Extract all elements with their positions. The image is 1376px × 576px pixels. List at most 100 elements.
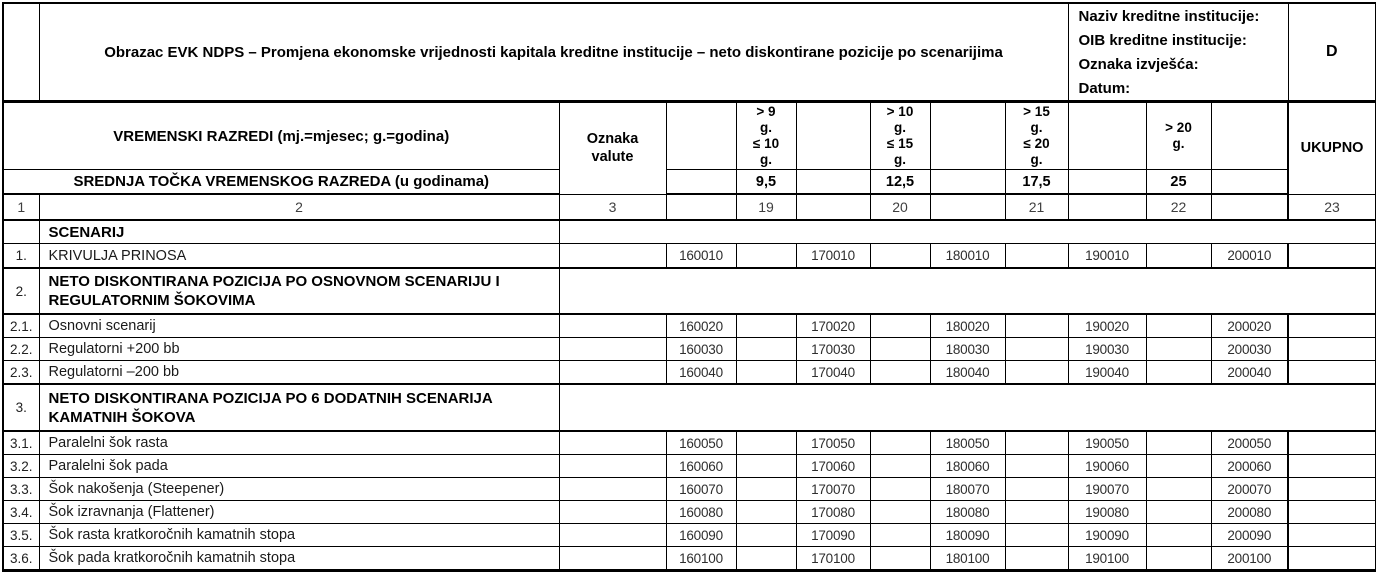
code-cell: 180060: [929, 454, 1006, 478]
code-cell: 190080: [1067, 500, 1147, 524]
code-cell: 180050: [929, 430, 1006, 455]
code-column-number-cell: [665, 193, 737, 221]
code-cell: 180010: [929, 243, 1006, 269]
total-value-cell: [1287, 477, 1376, 501]
report-code-label: Oznaka izvješća:: [1078, 56, 1199, 73]
code-column-header-cell: [1210, 101, 1289, 170]
total-value-cell: [1287, 546, 1376, 571]
value-cell: [1145, 477, 1212, 501]
code-cell: 170080: [795, 500, 871, 524]
code-cell: 160010: [665, 243, 737, 269]
value-cell: [869, 523, 931, 547]
value-cell: [1004, 546, 1069, 571]
row-number-cell: 3.6.: [2, 546, 40, 571]
value-cell: [735, 523, 797, 547]
form-title: Obrazac EVK NDPS – Promjena ekonomske vr…: [38, 2, 1069, 103]
code-cell: 200040: [1210, 360, 1289, 385]
band-midpoint-9-10: 9,5: [735, 169, 797, 195]
section-merged-cell: [558, 219, 1376, 244]
band-midpoint-15-20: 17,5: [1004, 169, 1069, 195]
column-number-21: 21: [1004, 193, 1069, 221]
value-cell: [1004, 337, 1069, 361]
value-cell: [869, 500, 931, 524]
value-cell: [869, 546, 931, 571]
currency-value-cell: [558, 243, 667, 269]
currency-value-cell: [558, 430, 667, 455]
value-cell: [1004, 500, 1069, 524]
currency-value-cell: [558, 477, 667, 501]
code-cell: 180080: [929, 500, 1006, 524]
code-cell: 190060: [1067, 454, 1147, 478]
code-cell: 170100: [795, 546, 871, 571]
row-number-cell: 3.3.: [2, 477, 40, 501]
value-cell: [869, 360, 931, 385]
row-number-cell: 1.: [2, 243, 40, 269]
code-cell: 180040: [929, 360, 1006, 385]
value-cell: [1004, 523, 1069, 547]
midpoint-header: SREDNJA TOČKA VREMENSKOG RAZREDA (u godi…: [2, 169, 560, 195]
value-cell: [1145, 500, 1212, 524]
code-cell: 190010: [1067, 243, 1147, 269]
value-cell: [735, 337, 797, 361]
value-cell: [869, 454, 931, 478]
currency-value-cell: [558, 523, 667, 547]
code-cell: 190040: [1067, 360, 1147, 385]
row-number-cell: 3.1.: [2, 430, 40, 455]
row-number-cell: 3.2.: [2, 454, 40, 478]
code-column-header-cell: [795, 101, 871, 170]
code-cell: 160100: [665, 546, 737, 571]
code-cell: 180020: [929, 313, 1006, 338]
code-cell: 200010: [1210, 243, 1289, 269]
column-number-20: 20: [869, 193, 931, 221]
column-number-2: 2: [38, 193, 560, 221]
code-cell: 180030: [929, 337, 1006, 361]
code-cell: 200050: [1210, 430, 1289, 455]
code-cell: 160050: [665, 430, 737, 455]
row-label-cell: Regulatorni –200 bb: [38, 360, 560, 385]
value-cell: [1145, 313, 1212, 338]
code-column-number-cell: [1067, 193, 1147, 221]
band-20plus-header: > 20 g.: [1145, 101, 1212, 170]
value-cell: [869, 313, 931, 338]
currency-code-header: Oznaka valute: [558, 101, 667, 195]
code-cell: 170030: [795, 337, 871, 361]
code-cell: 160080: [665, 500, 737, 524]
code-column-header-cell: [665, 101, 737, 170]
code-cell: 200020: [1210, 313, 1289, 338]
band-midpoint-10-15: 12,5: [869, 169, 931, 195]
value-cell: [869, 477, 931, 501]
time-bands-header: VREMENSKI RAZREDI (mj.=mjesec; g.=godina…: [2, 101, 560, 170]
row-number-cell: 2.1.: [2, 313, 40, 338]
value-cell: [735, 500, 797, 524]
row-label-cell: Regulatorni +200 bb: [38, 337, 560, 361]
value-cell: [735, 477, 797, 501]
code-column-number-cell: [795, 193, 871, 221]
code-cell: 200030: [1210, 337, 1289, 361]
currency-value-cell: [558, 454, 667, 478]
total-value-cell: [1287, 500, 1376, 524]
date-label: Datum:: [1078, 80, 1131, 97]
section-label-3: NETO DISKONTIRANA POZICIJA PO 6 DODATNIH…: [38, 383, 560, 432]
section-label-2: NETO DISKONTIRANA POZICIJA PO OSNOVNOM S…: [38, 267, 560, 315]
row-label-cell: Šok izravnanja (Flattener): [38, 500, 560, 524]
code-cell: 160020: [665, 313, 737, 338]
value-cell: [869, 430, 931, 455]
value-cell: [1004, 454, 1069, 478]
row-number-cell: 2.: [2, 267, 40, 315]
column-number-19: 19: [735, 193, 797, 221]
code-cell: 190030: [1067, 337, 1147, 361]
value-cell: [1004, 313, 1069, 338]
total-value-cell: [1287, 313, 1376, 338]
row-label-cell: Šok pada kratkoročnih kamatnih stopa: [38, 546, 560, 571]
code-cell: 170050: [795, 430, 871, 455]
value-cell: [735, 243, 797, 269]
row-label-cell: Paralelni šok pada: [38, 454, 560, 478]
value-cell: [869, 337, 931, 361]
code-cell: 160030: [665, 337, 737, 361]
value-cell: [1004, 360, 1069, 385]
row-number-cell: 3.5.: [2, 523, 40, 547]
code-cell: 170090: [795, 523, 871, 547]
code-cell: 160060: [665, 454, 737, 478]
code-column-header-cell: [1210, 169, 1289, 195]
